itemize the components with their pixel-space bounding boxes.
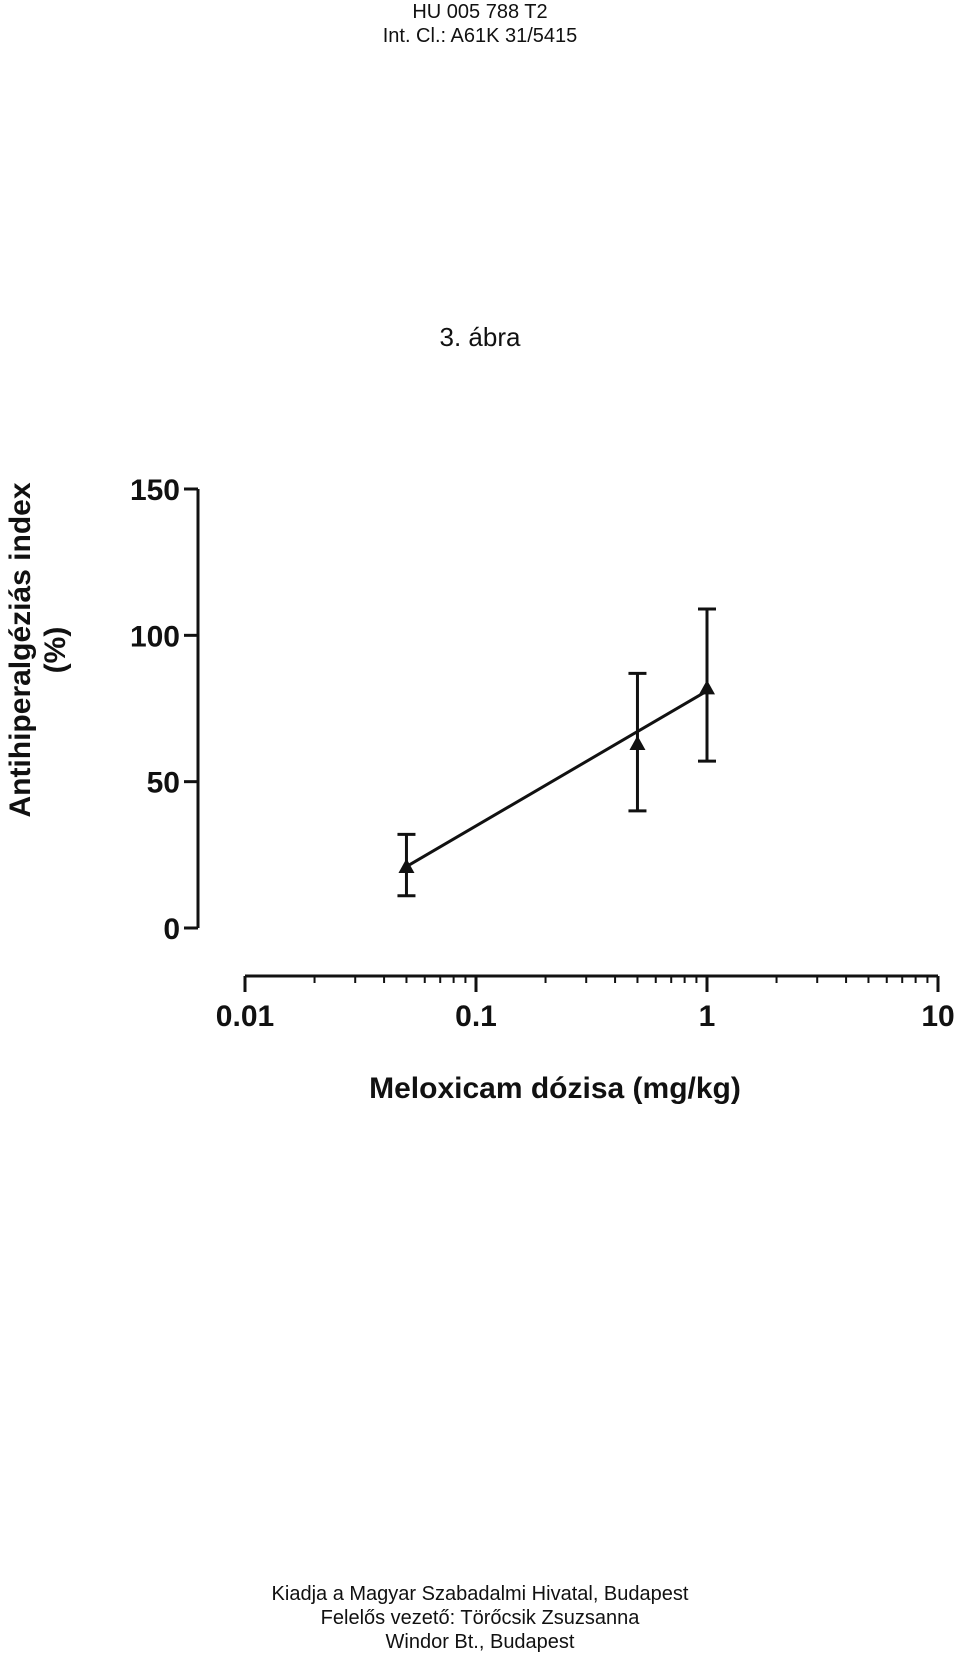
x-tick-label: 0.1 [455, 1000, 497, 1033]
footer-editor: Felelős vezető: Törőcsik Zsuzsanna [320, 1607, 640, 1629]
x-tick-label: 1 [699, 1000, 716, 1033]
y-axis-title: Antihiperalgéziás index [4, 482, 37, 817]
data-point-triangle [398, 858, 415, 873]
y-axis: 0 50 100 150 [130, 474, 200, 946]
y-tick-label: 0 [163, 913, 180, 946]
trend-line [405, 689, 708, 868]
y-tick-label: 100 [130, 620, 180, 653]
figure-label: 3. ábra [439, 322, 521, 352]
classification: Int. Cl.: A61K 31/5415 [382, 25, 578, 47]
data-point-triangle [699, 680, 715, 695]
x-axis-title: Meloxicam dózisa (mg/kg) [369, 1072, 741, 1105]
series [397, 607, 716, 898]
y-tick-label: 150 [130, 474, 180, 507]
data-point-triangle [629, 735, 646, 751]
x-tick-label: 10 [921, 1000, 954, 1033]
document-number: HU 005 788 T2 [412, 1, 548, 23]
footer-printer: Windor Bt., Budapest [385, 1631, 575, 1653]
x-tick-label: 0.01 [216, 1000, 274, 1033]
x-axis: 0.01 0.1 1 10 [216, 974, 955, 1033]
footer-publisher: Kiadja a Magyar Szabadalmi Hivatal, Buda… [271, 1583, 689, 1605]
y-axis-unit: (%) [39, 627, 72, 674]
y-tick-label: 50 [147, 767, 180, 800]
